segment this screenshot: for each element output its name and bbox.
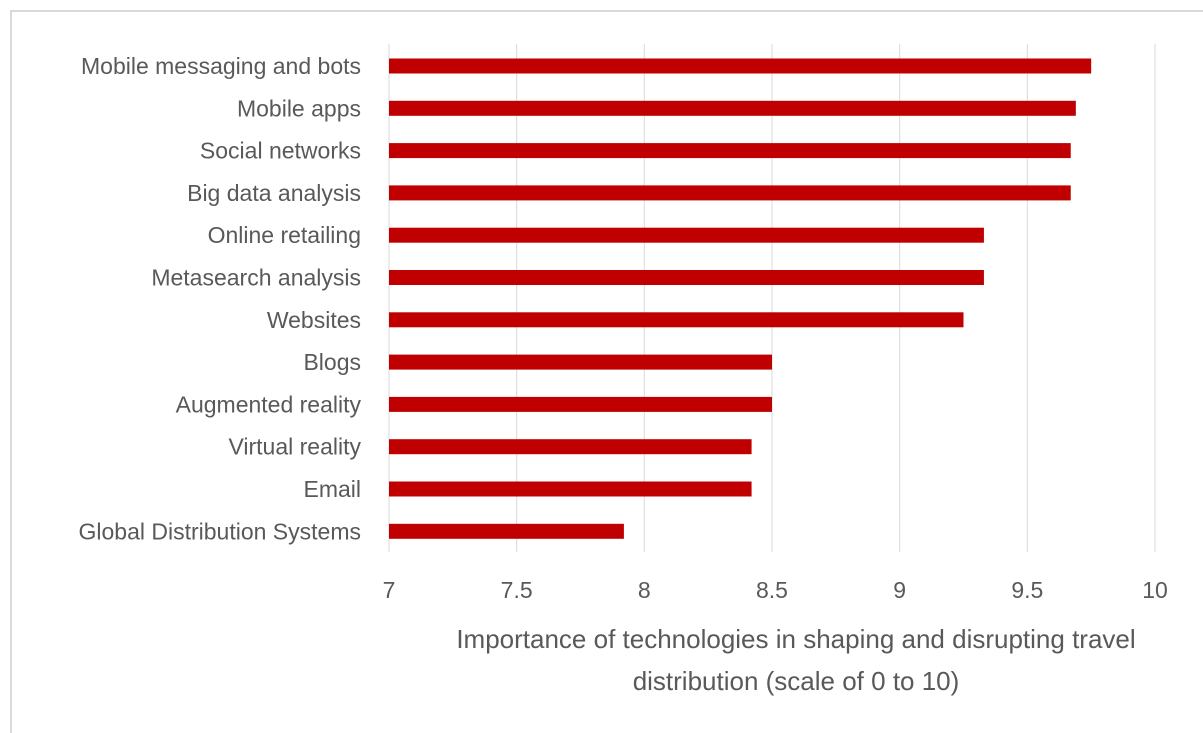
category-label: Big data analysis	[187, 180, 361, 206]
x-axis-title-line-2: distribution (scale of 0 to 10)	[633, 666, 960, 696]
category-label: Social networks	[200, 138, 361, 164]
category-label: Blogs	[303, 349, 361, 375]
category-label: Virtual reality	[228, 434, 361, 460]
bar	[389, 354, 772, 370]
bar	[389, 227, 984, 243]
x-axis-title: Importance of technologies in shaping an…	[456, 624, 1135, 696]
bar	[389, 185, 1071, 201]
x-tick-label: 9.5	[1011, 577, 1043, 603]
bar	[389, 481, 752, 497]
category-label: Augmented reality	[176, 391, 362, 417]
bar	[389, 58, 1092, 74]
bar	[389, 439, 752, 455]
x-tick-label: 8.5	[756, 577, 788, 603]
category-labels: Mobile messaging and bots Mobile apps Soci…	[79, 53, 362, 544]
bar	[389, 100, 1076, 116]
bar	[389, 270, 984, 285]
x-tick-label: 7.5	[501, 577, 533, 603]
chart-frame	[10, 10, 1203, 733]
bars	[389, 58, 1092, 539]
x-tick-label: 7	[383, 577, 396, 603]
x-axis-title-line-1: Importance of technologies in shaping an…	[456, 624, 1135, 654]
bar	[389, 143, 1071, 159]
bar	[389, 523, 624, 539]
bar	[389, 396, 772, 412]
x-tick-label: 8	[638, 577, 651, 603]
gridlines	[388, 44, 1156, 552]
category-label: Mobile apps	[237, 95, 361, 121]
category-label: Global Distribution Systems	[79, 518, 362, 544]
category-label: Mobile messaging and bots	[81, 53, 361, 79]
x-tick-label: 9	[893, 577, 906, 603]
bar	[389, 312, 964, 328]
x-tick-label: 10	[1142, 577, 1168, 603]
x-tick-labels: 7 7.5 8 8.5 9 9.5 10	[383, 577, 1168, 603]
category-label: Email	[303, 476, 361, 502]
category-label: Websites	[267, 307, 361, 333]
category-label: Metasearch analysis	[151, 265, 361, 291]
category-label: Online retailing	[208, 222, 361, 248]
